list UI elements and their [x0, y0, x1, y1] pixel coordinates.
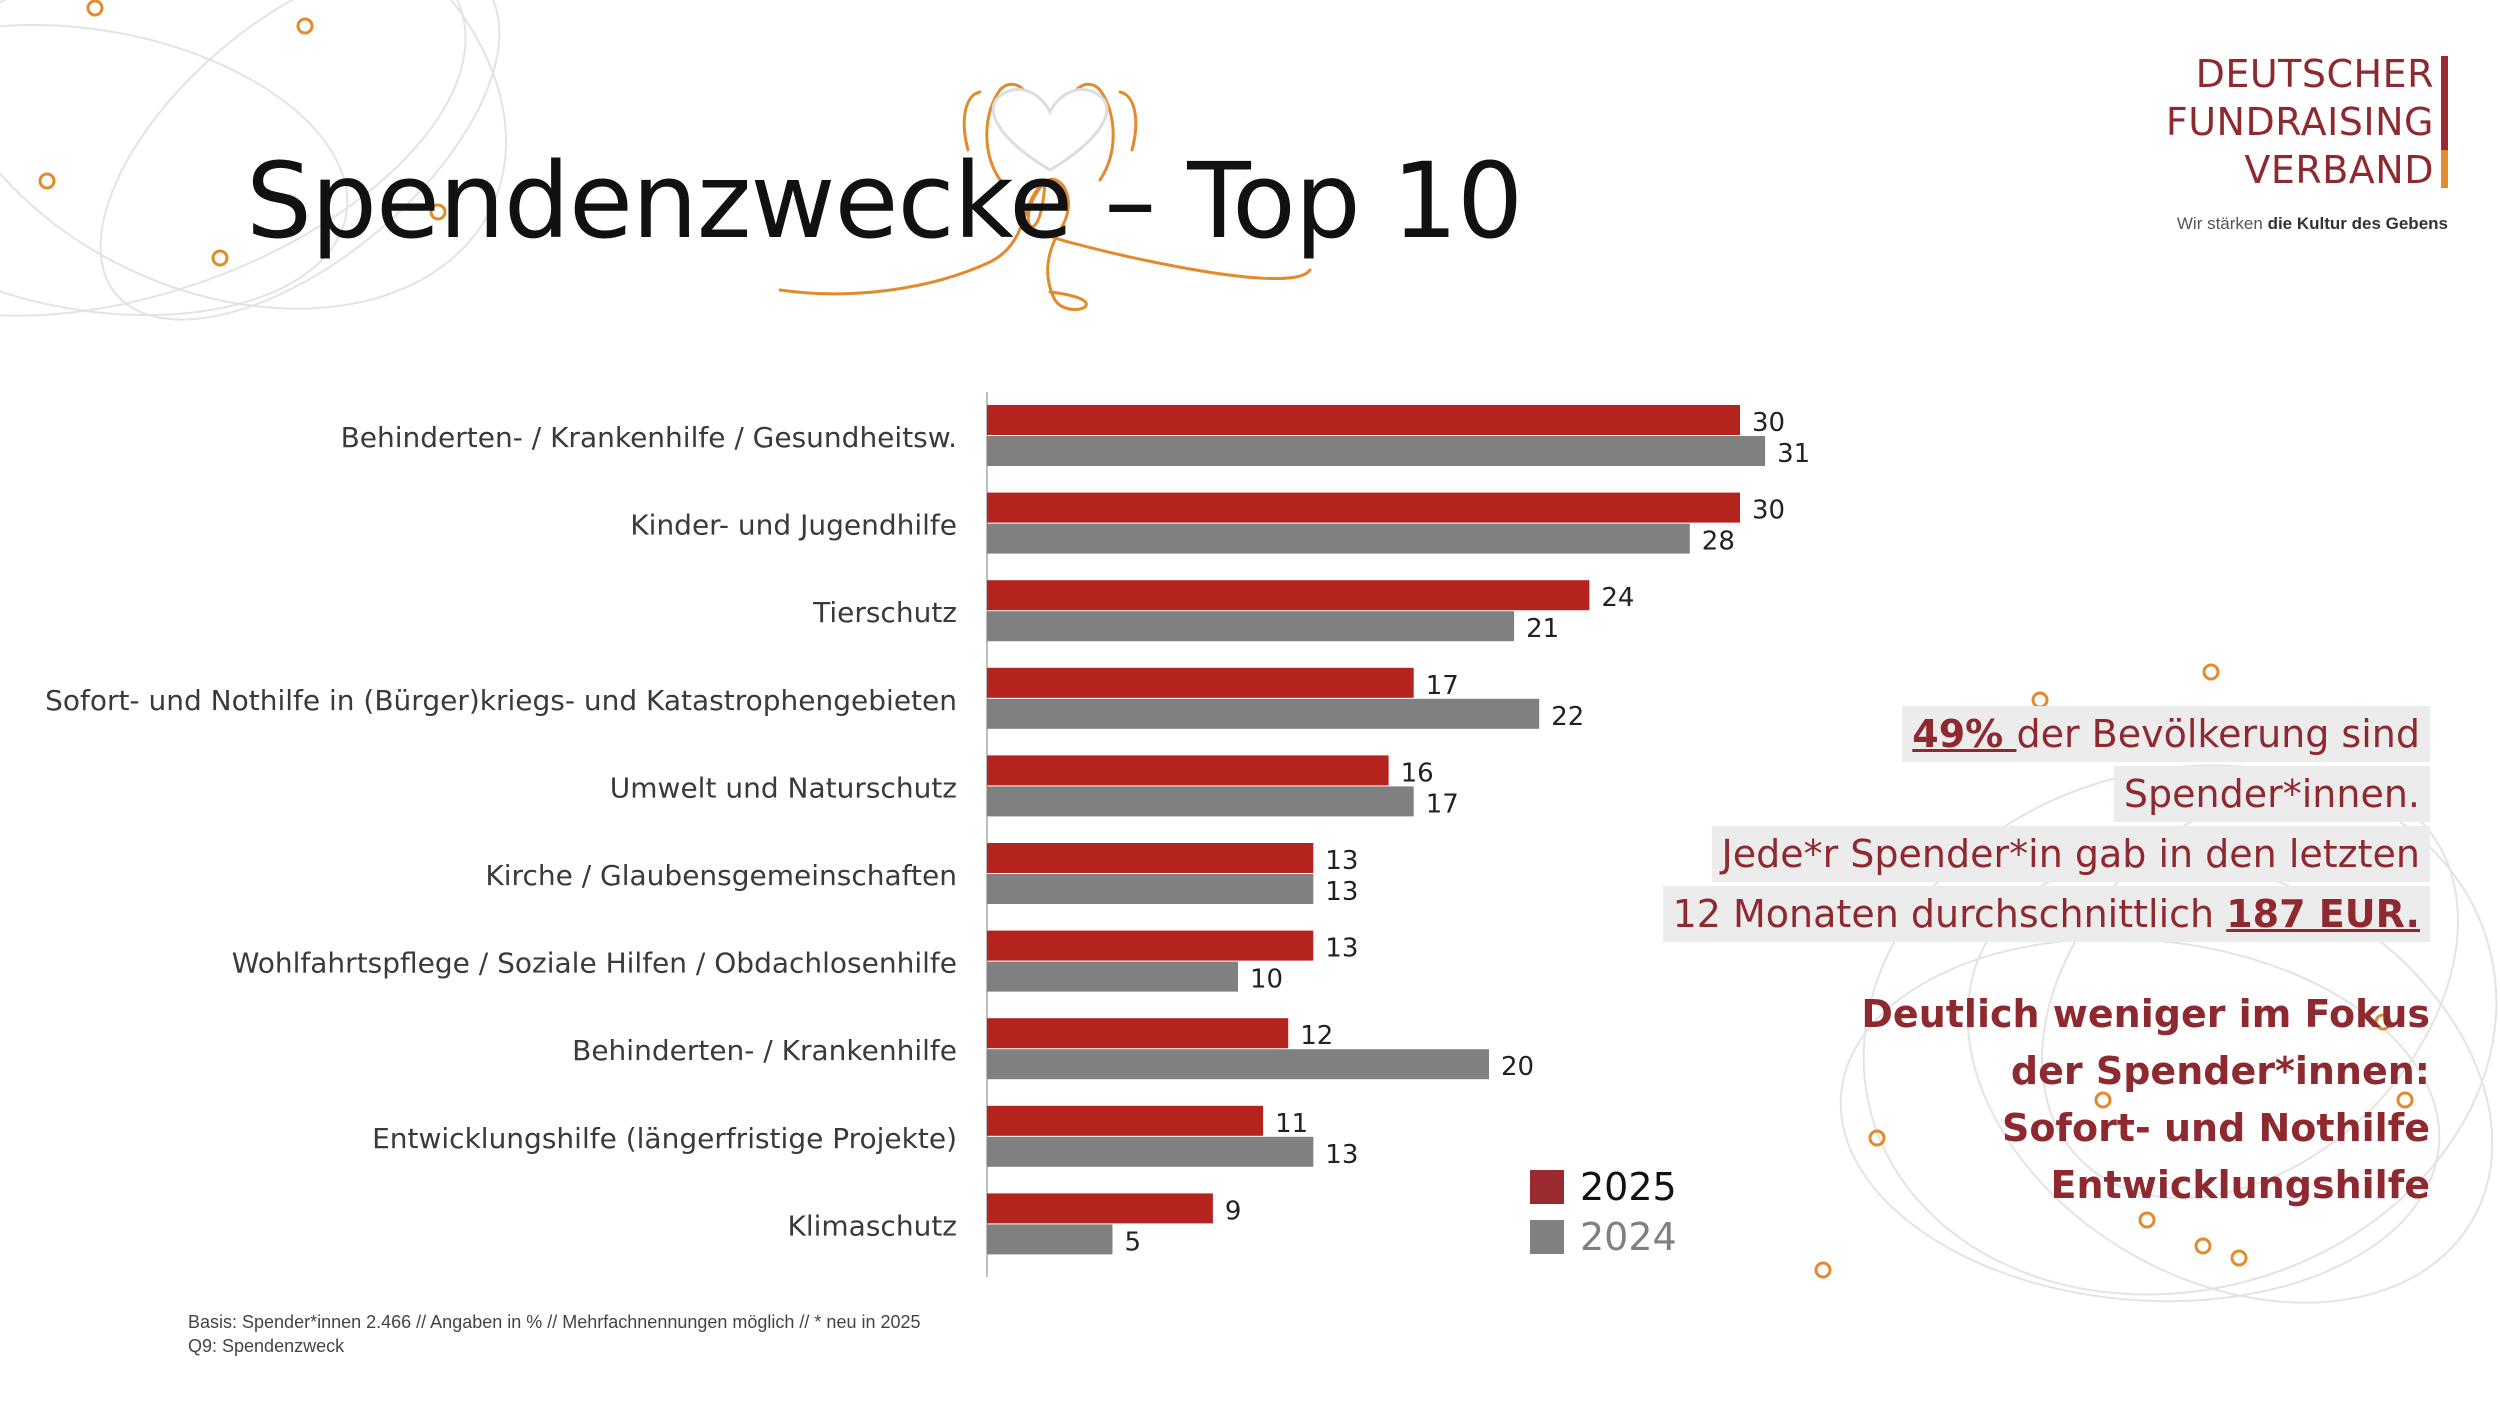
legend-item-2025: 2025	[1530, 1162, 1677, 1212]
value-label-2024: 10	[1250, 965, 1283, 995]
bar-2025	[987, 930, 1314, 961]
bar-2025	[987, 843, 1314, 873]
footnote-question: Q9: Spendenzweck	[188, 1336, 345, 1356]
value-label-2024: 22	[1551, 702, 1584, 732]
logo-line-2: FUNDRAISING	[2165, 100, 2434, 144]
legend-swatch-2025	[1530, 1170, 1564, 1204]
focus-line-3: Sofort- und Nothilfe	[2001, 1106, 2430, 1150]
category-label: Kirche / Glaubensgemeinschaften	[485, 859, 957, 892]
value-label-2025: 17	[1426, 671, 1459, 701]
bar-2025	[987, 755, 1389, 786]
value-label-2024: 31	[1777, 439, 1810, 469]
legend-label-2024: 2024	[1580, 1215, 1677, 1259]
category-label: Sofort- und Nothilfe in (Bürger)kriegs- …	[45, 684, 957, 717]
logo-tagline: Wir stärken die Kultur des Gebens	[2176, 214, 2448, 233]
bar-2024	[987, 611, 1515, 642]
value-label-2025: 12	[1300, 1021, 1333, 1051]
bar-2024	[987, 698, 1540, 729]
logo-line-3: VERBAND	[2244, 148, 2434, 192]
category-label: Wohlfahrtspflege / Soziale Hilfen / Obda…	[232, 947, 957, 980]
footnote: Basis: Spender*innen 2.466 // Angaben in…	[188, 1310, 921, 1358]
focus-note: Deutlich weniger im Fokus der Spender*in…	[1663, 986, 2430, 1214]
value-label-2024: 5	[1125, 1227, 1142, 1257]
note-line-3: Jede*r Spender*in gab in den letzten	[1711, 826, 2430, 882]
value-label-2024: 20	[1501, 1052, 1534, 1082]
bar-2025	[987, 1193, 1213, 1224]
logo-bar	[2441, 56, 2448, 188]
value-label-2024: 13	[1325, 877, 1358, 907]
category-label: Behinderten- / Krankenhilfe / Gesundheit…	[341, 421, 957, 454]
value-label-2025: 24	[1601, 583, 1634, 613]
bar-2025	[987, 405, 1740, 435]
note-line-4: 12 Monaten durchschnittlich 187 EUR.	[1662, 886, 2430, 942]
value-label-2024: 13	[1325, 1140, 1358, 1170]
logo-bar-accent	[2441, 150, 2448, 188]
bar-2024	[987, 523, 1690, 554]
category-label: Klimaschutz	[787, 1209, 957, 1242]
bar-2024	[987, 436, 1766, 466]
logo-line-1: DEUTSCHER	[2195, 52, 2434, 96]
bar-2024	[987, 1136, 1314, 1167]
page-title: Spendenzwecke – Top 10	[246, 140, 1523, 262]
legend-item-2024: 2024	[1530, 1212, 1677, 1262]
value-label-2025: 11	[1275, 1109, 1308, 1139]
value-label-2025: 13	[1325, 846, 1358, 876]
bar-2024	[987, 786, 1414, 817]
bar-2024	[987, 1049, 1489, 1080]
key-facts-note: 49% der Bevölkerung sind Spender*innen. …	[1662, 702, 2430, 1214]
bar-2025	[987, 1018, 1289, 1049]
focus-line-4: Entwicklungshilfe	[2050, 1163, 2430, 1207]
legend-swatch-2024	[1530, 1220, 1564, 1254]
value-label-2025: 30	[1752, 408, 1785, 438]
focus-line-1: Deutlich weniger im Fokus	[1861, 992, 2430, 1036]
bar-2025	[987, 492, 1740, 523]
legend-label-2025: 2025	[1580, 1165, 1677, 1209]
bar-2025	[987, 580, 1590, 611]
logo: DEUTSCHER FUNDRAISING VERBAND Wir stärke…	[2166, 50, 2448, 234]
value-label-2025: 16	[1401, 758, 1434, 788]
category-label: Tierschutz	[812, 596, 957, 629]
value-label-2025: 9	[1225, 1196, 1242, 1226]
category-label: Entwicklungshilfe (längerfristige Projek…	[372, 1122, 957, 1155]
category-label: Umwelt und Naturschutz	[610, 771, 957, 804]
focus-line-2: der Spender*innen:	[2010, 1049, 2430, 1093]
bar-2024	[987, 874, 1314, 904]
value-label-2024: 21	[1526, 614, 1559, 644]
value-label-2024: 28	[1702, 527, 1735, 557]
category-label: Kinder- und Jugendhilfe	[630, 509, 957, 542]
bar-2024	[987, 961, 1238, 992]
chart-legend: 2025 2024	[1530, 1162, 1677, 1262]
bar-2025	[987, 667, 1414, 698]
footnote-basis: Basis: Spender*innen 2.466 // Angaben in…	[188, 1312, 921, 1332]
value-label-2025: 30	[1752, 496, 1785, 526]
bar-2024	[987, 1224, 1113, 1255]
heart-icon	[991, 87, 1109, 172]
value-label-2025: 13	[1325, 934, 1358, 964]
note-line-2: Spender*innen.	[2113, 766, 2430, 822]
value-label-2024: 17	[1426, 789, 1459, 819]
note-line-1: 49% der Bevölkerung sind	[1902, 706, 2430, 762]
category-label: Behinderten- / Krankenhilfe	[572, 1034, 957, 1067]
bar-2025	[987, 1105, 1264, 1136]
